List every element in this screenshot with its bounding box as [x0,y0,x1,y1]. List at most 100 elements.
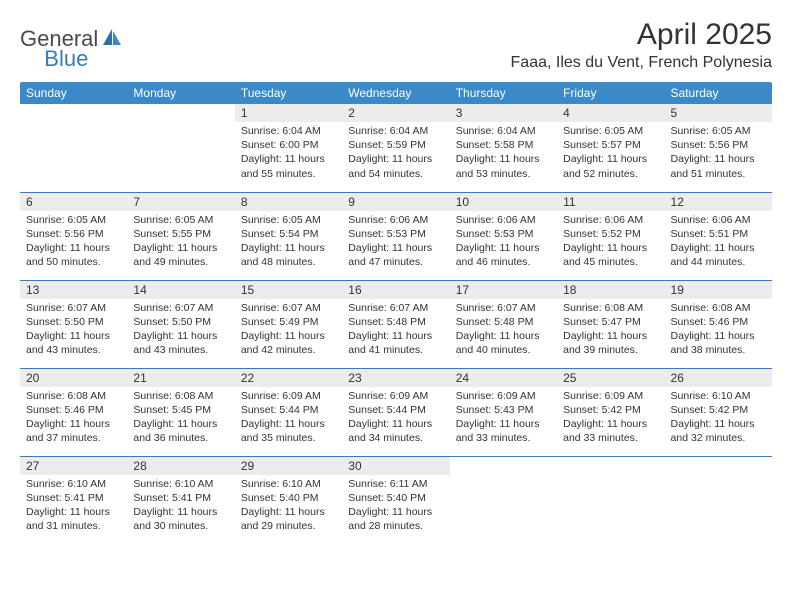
day-details: Sunrise: 6:07 AMSunset: 5:49 PMDaylight:… [235,299,342,362]
day-cell: 20Sunrise: 6:08 AMSunset: 5:46 PMDayligh… [20,368,127,456]
day-cell: 14Sunrise: 6:07 AMSunset: 5:50 PMDayligh… [127,280,234,368]
day-number: 7 [127,193,234,211]
day-number: 4 [557,104,664,122]
day-number: 22 [235,369,342,387]
day-details: Sunrise: 6:09 AMSunset: 5:44 PMDaylight:… [235,387,342,450]
day-cell: 29Sunrise: 6:10 AMSunset: 5:40 PMDayligh… [235,456,342,544]
weekday-header: Friday [557,82,664,104]
day-number: 11 [557,193,664,211]
day-cell: 1Sunrise: 6:04 AMSunset: 6:00 PMDaylight… [235,104,342,192]
week-row: 13Sunrise: 6:07 AMSunset: 5:50 PMDayligh… [20,280,772,368]
day-details: Sunrise: 6:06 AMSunset: 5:52 PMDaylight:… [557,211,664,274]
day-details: Sunrise: 6:09 AMSunset: 5:44 PMDaylight:… [342,387,449,450]
day-cell: 18Sunrise: 6:08 AMSunset: 5:47 PMDayligh… [557,280,664,368]
day-number: 27 [20,457,127,475]
week-row: . . 1Sunrise: 6:04 AMSunset: 6:00 PMDayl… [20,104,772,192]
calendar-table: SundayMondayTuesdayWednesdayThursdayFrid… [20,82,772,544]
day-details: Sunrise: 6:06 AMSunset: 5:51 PMDaylight:… [665,211,772,274]
day-details: Sunrise: 6:08 AMSunset: 5:45 PMDaylight:… [127,387,234,450]
day-cell: 27Sunrise: 6:10 AMSunset: 5:41 PMDayligh… [20,456,127,544]
day-cell: 6Sunrise: 6:05 AMSunset: 5:56 PMDaylight… [20,192,127,280]
day-details: Sunrise: 6:04 AMSunset: 6:00 PMDaylight:… [235,122,342,185]
weekday-header: Tuesday [235,82,342,104]
weekday-header: Saturday [665,82,772,104]
weekday-header: Wednesday [342,82,449,104]
day-details: Sunrise: 6:04 AMSunset: 5:58 PMDaylight:… [450,122,557,185]
weekday-header: Sunday [20,82,127,104]
day-number: 6 [20,193,127,211]
day-cell: 24Sunrise: 6:09 AMSunset: 5:43 PMDayligh… [450,368,557,456]
day-number: 28 [127,457,234,475]
day-cell: 22Sunrise: 6:09 AMSunset: 5:44 PMDayligh… [235,368,342,456]
day-details: Sunrise: 6:06 AMSunset: 5:53 PMDaylight:… [450,211,557,274]
day-number: 17 [450,281,557,299]
empty-cell: . [127,104,234,192]
empty-cell: . [450,456,557,544]
day-number: 30 [342,457,449,475]
day-cell: 9Sunrise: 6:06 AMSunset: 5:53 PMDaylight… [342,192,449,280]
day-number: 18 [557,281,664,299]
day-details: Sunrise: 6:07 AMSunset: 5:50 PMDaylight:… [20,299,127,362]
empty-cell: . [557,456,664,544]
day-details: Sunrise: 6:10 AMSunset: 5:42 PMDaylight:… [665,387,772,450]
day-details: Sunrise: 6:08 AMSunset: 5:47 PMDaylight:… [557,299,664,362]
day-number: 19 [665,281,772,299]
day-details: Sunrise: 6:05 AMSunset: 5:56 PMDaylight:… [20,211,127,274]
empty-cell: . [665,456,772,544]
day-cell: 26Sunrise: 6:10 AMSunset: 5:42 PMDayligh… [665,368,772,456]
day-details: Sunrise: 6:05 AMSunset: 5:57 PMDaylight:… [557,122,664,185]
day-cell: 28Sunrise: 6:10 AMSunset: 5:41 PMDayligh… [127,456,234,544]
day-details: Sunrise: 6:05 AMSunset: 5:54 PMDaylight:… [235,211,342,274]
day-details: Sunrise: 6:09 AMSunset: 5:43 PMDaylight:… [450,387,557,450]
day-cell: 16Sunrise: 6:07 AMSunset: 5:48 PMDayligh… [342,280,449,368]
location: Faaa, Iles du Vent, French Polynesia [511,54,772,72]
logo: General Blue [20,26,170,52]
day-cell: 7Sunrise: 6:05 AMSunset: 5:55 PMDaylight… [127,192,234,280]
day-cell: 25Sunrise: 6:09 AMSunset: 5:42 PMDayligh… [557,368,664,456]
day-cell: 10Sunrise: 6:06 AMSunset: 5:53 PMDayligh… [450,192,557,280]
day-cell: 4Sunrise: 6:05 AMSunset: 5:57 PMDaylight… [557,104,664,192]
day-cell: 11Sunrise: 6:06 AMSunset: 5:52 PMDayligh… [557,192,664,280]
logo-sail-icon [102,28,122,51]
day-number: 24 [450,369,557,387]
day-cell: 23Sunrise: 6:09 AMSunset: 5:44 PMDayligh… [342,368,449,456]
week-row: 20Sunrise: 6:08 AMSunset: 5:46 PMDayligh… [20,368,772,456]
day-number: 9 [342,193,449,211]
day-number: 2 [342,104,449,122]
weekday-header-row: SundayMondayTuesdayWednesdayThursdayFrid… [20,82,772,104]
day-number: 15 [235,281,342,299]
day-number: 20 [20,369,127,387]
day-details: Sunrise: 6:07 AMSunset: 5:48 PMDaylight:… [450,299,557,362]
day-number: 21 [127,369,234,387]
title-block: April 2025 Faaa, Iles du Vent, French Po… [511,18,772,72]
weekday-header: Thursday [450,82,557,104]
day-number: 12 [665,193,772,211]
day-number: 16 [342,281,449,299]
day-details: Sunrise: 6:07 AMSunset: 5:50 PMDaylight:… [127,299,234,362]
day-number: 25 [557,369,664,387]
week-row: 27Sunrise: 6:10 AMSunset: 5:41 PMDayligh… [20,456,772,544]
week-row: 6Sunrise: 6:05 AMSunset: 5:56 PMDaylight… [20,192,772,280]
day-details: Sunrise: 6:05 AMSunset: 5:55 PMDaylight:… [127,211,234,274]
day-number: 26 [665,369,772,387]
day-details: Sunrise: 6:05 AMSunset: 5:56 PMDaylight:… [665,122,772,185]
day-number: 29 [235,457,342,475]
day-cell: 13Sunrise: 6:07 AMSunset: 5:50 PMDayligh… [20,280,127,368]
day-details: Sunrise: 6:08 AMSunset: 5:46 PMDaylight:… [20,387,127,450]
day-details: Sunrise: 6:10 AMSunset: 5:41 PMDaylight:… [20,475,127,538]
logo-text-blue: Blue [44,46,88,72]
day-details: Sunrise: 6:08 AMSunset: 5:46 PMDaylight:… [665,299,772,362]
day-cell: 15Sunrise: 6:07 AMSunset: 5:49 PMDayligh… [235,280,342,368]
day-number: 13 [20,281,127,299]
day-cell: 3Sunrise: 6:04 AMSunset: 5:58 PMDaylight… [450,104,557,192]
day-number: 5 [665,104,772,122]
day-details: Sunrise: 6:04 AMSunset: 5:59 PMDaylight:… [342,122,449,185]
day-cell: 21Sunrise: 6:08 AMSunset: 5:45 PMDayligh… [127,368,234,456]
weekday-header: Monday [127,82,234,104]
day-details: Sunrise: 6:09 AMSunset: 5:42 PMDaylight:… [557,387,664,450]
day-details: Sunrise: 6:11 AMSunset: 5:40 PMDaylight:… [342,475,449,538]
day-number: 10 [450,193,557,211]
page-title: April 2025 [511,18,772,52]
day-cell: 8Sunrise: 6:05 AMSunset: 5:54 PMDaylight… [235,192,342,280]
day-cell: 19Sunrise: 6:08 AMSunset: 5:46 PMDayligh… [665,280,772,368]
